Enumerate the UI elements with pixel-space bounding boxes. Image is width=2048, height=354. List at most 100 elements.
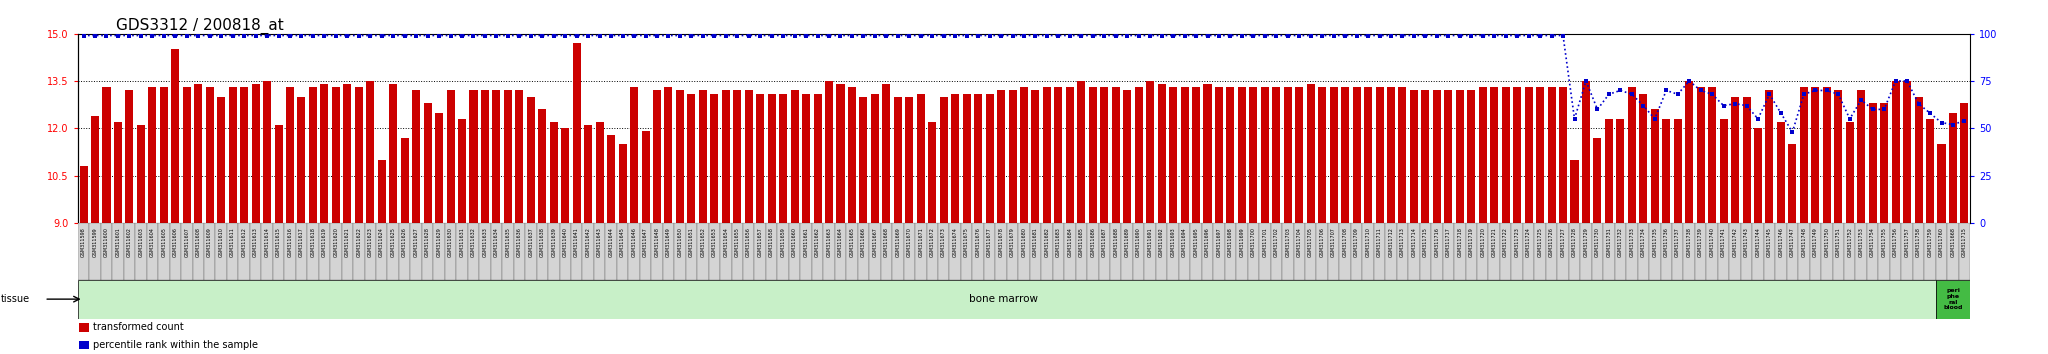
Bar — [1614, 223, 1626, 280]
Text: GSM311727: GSM311727 — [1561, 227, 1565, 257]
Bar — [653, 91, 662, 223]
Bar — [1155, 223, 1167, 280]
Text: GSM311634: GSM311634 — [494, 227, 500, 257]
Text: GSM311608: GSM311608 — [197, 227, 201, 257]
Bar — [295, 223, 307, 280]
Text: GSM311644: GSM311644 — [608, 227, 614, 257]
Bar — [1571, 160, 1579, 223]
Bar — [1147, 81, 1155, 223]
Bar — [1843, 223, 1855, 280]
Text: GSM311719: GSM311719 — [1468, 227, 1475, 257]
Bar — [686, 223, 696, 280]
Bar — [387, 223, 399, 280]
Bar — [1409, 223, 1419, 280]
Bar — [90, 116, 98, 223]
Bar — [539, 109, 547, 223]
Text: GSM311710: GSM311710 — [1366, 227, 1370, 257]
Bar — [526, 97, 535, 223]
Bar — [549, 223, 559, 280]
Bar — [688, 93, 696, 223]
Bar — [1157, 84, 1165, 223]
Text: GSM311673: GSM311673 — [942, 227, 946, 257]
Bar — [1628, 87, 1636, 223]
Bar — [113, 223, 123, 280]
Bar — [1638, 223, 1649, 280]
Bar — [1626, 223, 1638, 280]
Bar — [516, 91, 524, 223]
Text: GSM311707: GSM311707 — [1331, 227, 1335, 257]
Bar — [1065, 223, 1075, 280]
Bar — [274, 125, 283, 223]
Text: GSM311655: GSM311655 — [735, 227, 739, 257]
Bar — [791, 91, 799, 223]
Text: GSM311716: GSM311716 — [1434, 227, 1440, 257]
Text: transformed count: transformed count — [92, 322, 184, 332]
Bar — [250, 223, 262, 280]
Text: GSM311636: GSM311636 — [516, 227, 522, 257]
Text: GSM311755: GSM311755 — [1882, 227, 1886, 257]
Bar — [147, 87, 156, 223]
Bar — [1434, 91, 1442, 223]
Bar — [1384, 223, 1397, 280]
Text: GSM311696: GSM311696 — [1204, 227, 1210, 257]
Bar — [1479, 87, 1487, 223]
Bar — [549, 122, 557, 223]
Bar — [1065, 87, 1073, 223]
Bar — [410, 223, 422, 280]
Bar — [803, 93, 811, 223]
Bar — [1329, 87, 1337, 223]
Bar — [573, 43, 582, 223]
Bar — [1227, 87, 1235, 223]
Text: GSM311737: GSM311737 — [1675, 227, 1679, 257]
Text: GSM311645: GSM311645 — [621, 227, 625, 257]
Bar — [1958, 223, 1970, 280]
Bar — [1778, 122, 1786, 223]
Bar — [344, 84, 352, 223]
Bar — [172, 50, 180, 223]
Bar — [778, 223, 788, 280]
Bar — [272, 223, 285, 280]
Text: GSM311674: GSM311674 — [952, 227, 958, 257]
Text: GSM311678: GSM311678 — [999, 227, 1004, 257]
Text: peri
phe
ral
blood: peri phe ral blood — [1944, 288, 1962, 310]
Text: GSM311709: GSM311709 — [1354, 227, 1360, 257]
Text: GSM311721: GSM311721 — [1491, 227, 1497, 257]
Bar — [1513, 87, 1522, 223]
Text: GSM311631: GSM311631 — [459, 227, 465, 257]
Text: GSM311726: GSM311726 — [1548, 227, 1554, 257]
Text: GSM311738: GSM311738 — [1688, 227, 1692, 257]
Text: GSM311735: GSM311735 — [1653, 227, 1657, 257]
Bar — [1833, 223, 1843, 280]
Bar — [1100, 87, 1108, 223]
Bar — [1409, 91, 1417, 223]
Bar — [1135, 87, 1143, 223]
Text: GSM311666: GSM311666 — [860, 227, 866, 257]
Bar — [975, 93, 983, 223]
Bar — [961, 223, 973, 280]
Text: GSM311677: GSM311677 — [987, 227, 991, 257]
Text: GSM311628: GSM311628 — [426, 227, 430, 257]
Bar — [1763, 223, 1776, 280]
Bar — [1454, 223, 1466, 280]
Bar — [1548, 87, 1556, 223]
Bar — [1855, 223, 1868, 280]
Text: GSM311643: GSM311643 — [598, 227, 602, 257]
Text: GSM311663: GSM311663 — [827, 227, 831, 257]
Bar — [1319, 87, 1327, 223]
Bar — [1362, 223, 1374, 280]
Text: GSM311713: GSM311713 — [1401, 227, 1405, 257]
Bar — [1649, 223, 1661, 280]
Bar — [711, 93, 719, 223]
Bar — [1546, 223, 1556, 280]
Bar — [1237, 223, 1247, 280]
Text: GSM311600: GSM311600 — [104, 227, 109, 257]
Bar — [1399, 87, 1407, 223]
Bar — [1180, 223, 1190, 280]
Bar — [1581, 223, 1591, 280]
Bar — [1950, 113, 1958, 223]
Bar — [860, 97, 868, 223]
Bar — [1042, 87, 1051, 223]
Bar — [1122, 91, 1130, 223]
Text: GSM311714: GSM311714 — [1411, 227, 1417, 257]
Bar — [240, 87, 248, 223]
